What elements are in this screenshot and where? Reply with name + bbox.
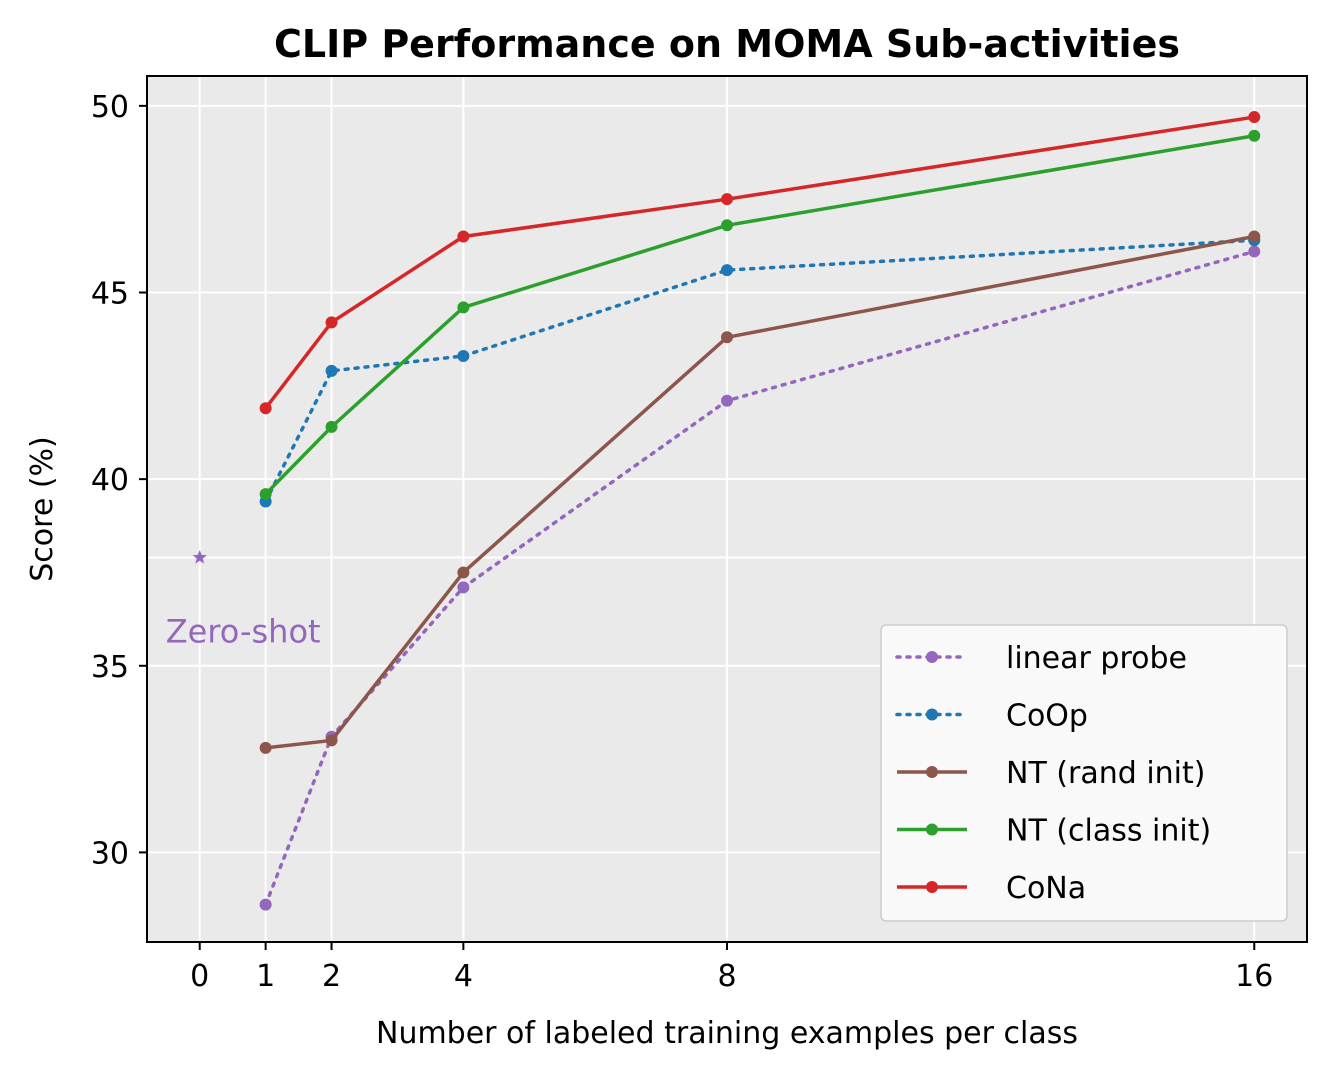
chart-title: CLIP Performance on MOMA Sub-activities (274, 22, 1180, 66)
series-cona (259, 111, 1261, 415)
legend-swatch-marker (926, 881, 938, 893)
legend-item-cona: CoNa (897, 871, 1086, 906)
point-nt-class-init-1 (259, 488, 272, 501)
zero-shot-layer: Zero-shot (166, 550, 321, 651)
y-tick-label-35: 35 (91, 650, 129, 685)
point-nt-rand-init-2 (325, 734, 338, 747)
legend-item-coop: CoOp (895, 699, 1088, 734)
x-tick-label-8: 8 (717, 959, 736, 994)
point-nt-rand-init-16 (1248, 230, 1261, 243)
point-nt-rand-init-4 (457, 566, 470, 579)
x-axis-ticks: 0 1 2 4 8 16 (190, 942, 1273, 994)
legend-swatch-marker (926, 766, 938, 778)
legend-label: CoNa (1006, 871, 1086, 906)
point-linear-probe-1 (259, 898, 272, 911)
point-coop-8 (721, 264, 733, 277)
x-tick-label-0: 0 (190, 959, 209, 994)
x-axis-label: Number of labeled training examples per … (376, 1016, 1078, 1051)
point-nt-class-init-4 (457, 301, 470, 314)
y-axis-label: Score (%) (25, 436, 60, 581)
point-nt-rand-init-8 (721, 331, 733, 344)
x-tick-label-16: 16 (1235, 959, 1273, 994)
point-nt-class-init-16 (1248, 129, 1261, 142)
legend-item-nt-rand-init: NT (rand init) (897, 756, 1205, 791)
point-linear-probe-4 (457, 581, 470, 594)
legend: linear probe CoOp NT (rand init) NT (class … (880, 624, 1288, 922)
legend-label: linear probe (1006, 641, 1187, 676)
legend-item-nt-class-init: NT (class init) (897, 814, 1211, 849)
series-nt-rand-init (259, 230, 1261, 754)
x-tick-label-1: 1 (256, 959, 275, 994)
legend-label: NT (class init) (1006, 814, 1211, 849)
point-cona-16 (1248, 111, 1261, 124)
point-coop-2 (325, 364, 338, 377)
point-cona-1 (259, 402, 272, 415)
zero-shot-label: Zero-shot (166, 613, 321, 651)
x-tick-label-4: 4 (454, 959, 473, 994)
point-linear-probe-8 (721, 394, 733, 407)
point-cona-4 (457, 230, 470, 243)
point-nt-rand-init-1 (259, 741, 272, 754)
y-tick-label-50: 50 (91, 90, 129, 125)
point-cona-2 (325, 316, 338, 329)
legend-item-linear-probe: linear probe (895, 641, 1187, 676)
series-layer (259, 111, 1261, 911)
legend-box (880, 624, 1288, 922)
point-coop-4 (457, 349, 470, 362)
legend-label: NT (rand init) (1006, 756, 1205, 791)
legend-swatch-marker (926, 708, 938, 721)
point-nt-class-init-2 (325, 420, 338, 433)
x-tick-label-2: 2 (322, 959, 341, 994)
legend-swatch-marker (926, 823, 938, 836)
y-tick-label-30: 30 (91, 836, 129, 871)
legend-swatch-marker (926, 651, 938, 663)
point-cona-8 (721, 193, 733, 206)
y-axis-ticks: 30 35 40 45 50 (91, 90, 147, 871)
series-coop (259, 234, 1261, 508)
point-nt-class-init-8 (721, 219, 733, 232)
legend-label: CoOp (1006, 699, 1088, 734)
y-tick-label-45: 45 (91, 277, 129, 312)
y-tick-label-40: 40 (91, 463, 129, 498)
zero-shot-star (192, 550, 207, 564)
series-nt-class-init (259, 129, 1261, 501)
point-linear-probe-16 (1248, 245, 1261, 258)
